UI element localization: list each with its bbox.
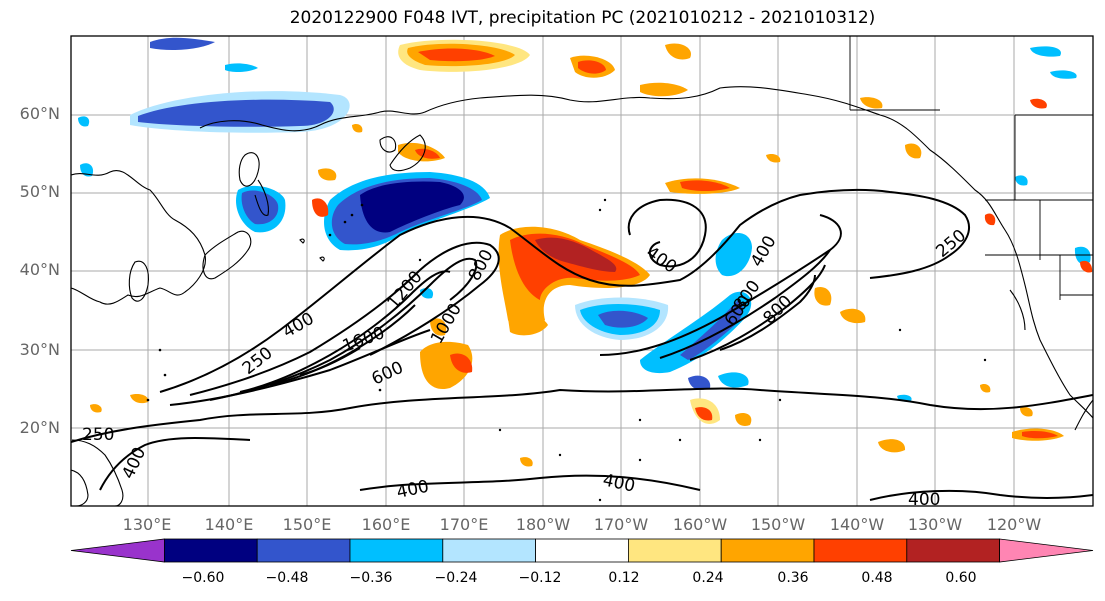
lat-label-60n: 60°N: [19, 104, 60, 123]
colorbar-bin: [163, 538, 258, 563]
colorbar-extend-max: [999, 538, 1094, 563]
positive-precip-patches: [90, 39, 1093, 467]
cbar-label-2: −0.36: [349, 570, 393, 586]
lat-label-30n: 30°N: [19, 340, 60, 359]
lon-label-160w: 160°W: [672, 515, 728, 534]
lon-label-140e: 140°E: [204, 515, 254, 534]
contour-label-400g: 400: [908, 490, 940, 510]
colorbar-bin: [906, 538, 1000, 563]
contour-label-250c: 250: [82, 425, 114, 445]
negative-precip-patches: [78, 37, 1091, 402]
cbar-label-9: 0.60: [945, 570, 977, 586]
map-area: [71, 36, 1093, 506]
lon-label-180w: 180°W: [515, 515, 571, 534]
lon-label-150e: 150°E: [282, 515, 332, 534]
lon-label-130w: 130°W: [907, 515, 963, 534]
lon-label-170w: 170°W: [593, 515, 649, 534]
cbar-label-3: −0.24: [434, 570, 478, 586]
colorbar-bin: [349, 538, 444, 563]
colorbar-extend-min: [70, 538, 165, 563]
lon-label-160e: 160°E: [361, 515, 411, 534]
map-frame: [70, 35, 1094, 507]
colorbar-bin: [442, 538, 536, 563]
colorbar-bin: [256, 538, 351, 563]
cbar-label-1: −0.48: [265, 570, 309, 586]
colorbar: [70, 538, 1094, 563]
cbar-label-8: 0.48: [861, 570, 893, 586]
political-borders: [849, 36, 1093, 506]
lon-label-130e: 130°E: [122, 515, 172, 534]
colorbar-bin: [628, 538, 722, 563]
colorbar-bin: [813, 538, 908, 563]
colorbar-bin: [535, 538, 629, 563]
map-title: 2020122900 F048 IVT, precipitation PC (2…: [289, 8, 876, 28]
lat-label-20n: 20°N: [19, 418, 60, 437]
lat-label-40n: 40°N: [19, 260, 60, 279]
lon-label-150w: 150°W: [750, 515, 806, 534]
lat-label-50n: 50°N: [19, 182, 60, 201]
colorbar-bin: [720, 538, 815, 563]
cbar-label-0: −0.60: [181, 570, 225, 586]
cbar-label-6: 0.24: [692, 570, 724, 586]
cbar-label-5: 0.12: [608, 570, 640, 586]
ivt-contours: [71, 188, 1093, 501]
cbar-label-7: 0.36: [777, 570, 809, 586]
cbar-label-4: −0.12: [518, 570, 562, 586]
lon-label-120w: 120°W: [986, 515, 1042, 534]
coastlines: [71, 86, 1093, 506]
islands: [146, 198, 987, 502]
lon-label-170e: 170°E: [439, 515, 489, 534]
lon-label-140w: 140°W: [829, 515, 885, 534]
